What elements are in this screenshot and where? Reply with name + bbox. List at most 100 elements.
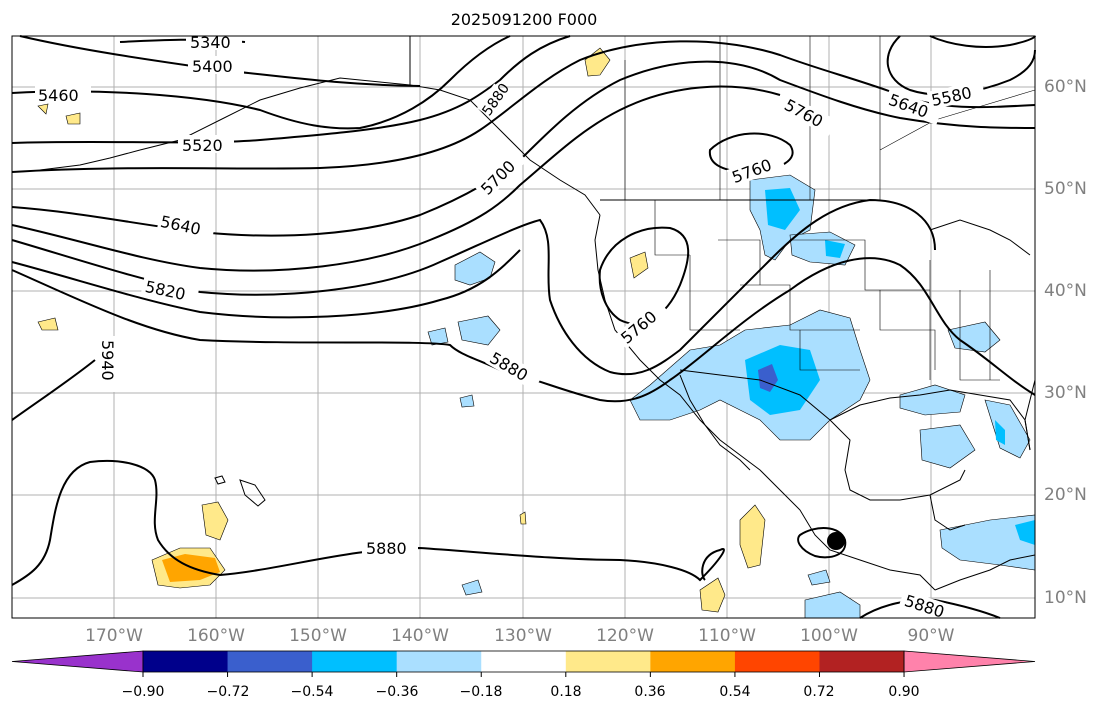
shade-southwest-blue: [745, 345, 820, 415]
colorbar-tick-label: 0.72: [803, 684, 835, 700]
shade-pac1-light: [454, 251, 496, 286]
contour-label: 5400: [192, 57, 233, 76]
shade-florida-blue: [995, 420, 1005, 445]
contour-label: 5640: [159, 212, 203, 239]
lon-label-100: 100°W: [800, 626, 858, 646]
contour-5760-b: [708, 132, 794, 174]
lon-label-140: 140°W: [391, 626, 449, 646]
contour-label: 5880: [486, 348, 531, 385]
colorbar: [11, 650, 1036, 677]
shade-small-yellow: [519, 511, 527, 525]
lon-label-120: 120°W: [596, 626, 654, 646]
colorbar-segment: [227, 651, 313, 672]
shade-pac2-light: [457, 315, 501, 346]
yucatan: [929, 494, 966, 531]
lat-label-30: 30°N: [1044, 383, 1087, 403]
hawaii-2: [214, 475, 226, 485]
contour-5760-ne: [929, 35, 1036, 48]
colorbar-segment: [819, 651, 905, 672]
colorbar-tick-label: −0.36: [375, 684, 419, 700]
shade-pac4-light: [459, 394, 475, 408]
lon-label-170: 170°W: [85, 626, 143, 646]
colorbar-segment: [565, 651, 651, 672]
contour-5760-c: [598, 226, 690, 325]
contour-label: 5940: [98, 340, 117, 381]
contour-label: 5460: [38, 86, 79, 105]
gulf-coast: [829, 419, 966, 501]
contour-5880: [11, 257, 1036, 403]
colorbar-segment: [734, 651, 820, 672]
colorbar-tick-label: 0.36: [634, 684, 666, 700]
shade-ohio-light: [947, 321, 1001, 353]
shade-caribbean-blue: [1015, 520, 1035, 545]
contour-label: 5880: [902, 591, 947, 622]
coastlines: [39, 36, 1036, 591]
lat-label-60: 60°N: [1044, 77, 1087, 97]
colorbar-tick-label: 0.18: [550, 684, 582, 700]
shade-pac3-light: [427, 327, 449, 346]
contour-5880-c: [797, 527, 847, 559]
contour-label: 5340: [190, 33, 231, 52]
aleutians: [39, 149, 141, 171]
map-title: 2025091200 F000: [450, 10, 598, 29]
gulf-north: [829, 389, 1031, 451]
hawaii-1: [239, 479, 266, 507]
shade-plains-light: [789, 231, 856, 266]
colorbar-outline: [142, 650, 905, 673]
shade-gulf2-light: [919, 424, 976, 469]
contour-5940: [11, 359, 96, 421]
height-contours: [11, 35, 1036, 619]
shade-nw-yellow: [37, 103, 49, 115]
shade-mexpac-yellow: [739, 504, 766, 569]
shade-rockies-blue: [765, 188, 800, 230]
shaded-regions: [37, 47, 1036, 619]
contour-5700: [11, 85, 781, 272]
shade-florida-light: [984, 399, 1031, 459]
baja: [679, 374, 751, 471]
alaska-coast: [409, 36, 601, 216]
lon-label-90: 90°W: [907, 626, 955, 646]
shade-pac5-light: [461, 579, 483, 596]
central-america: [934, 554, 1036, 591]
shade-nw2-yellow: [65, 112, 81, 125]
lon-label-110: 110°W: [698, 626, 756, 646]
shade-mexpac2-yellow: [699, 577, 726, 613]
colorbar-tick-label: −0.90: [121, 684, 165, 700]
colorbar-extend-high: [903, 650, 1036, 673]
contour-5880-b: [11, 459, 725, 586]
lon-label-160: 160°W: [187, 626, 245, 646]
grid-lines: [12, 36, 1035, 618]
contour-label: 5520: [182, 136, 223, 155]
shade-caribbean-light: [939, 514, 1036, 571]
colorbar-segment: [143, 651, 229, 672]
colorbar-tick-label: −0.18: [459, 684, 503, 700]
colorbar-tick-label: −0.54: [290, 684, 334, 700]
colorbar-extend-low: [11, 650, 144, 673]
contour-5460: [11, 35, 511, 130]
colorbar-segment: [650, 651, 736, 672]
shade-or-yellow: [629, 251, 649, 279]
lat-label-40: 40°N: [1044, 281, 1087, 301]
us-mex-border: [679, 369, 831, 421]
colorbar-tick-label: 0.90: [888, 684, 920, 700]
contour-label: 5880: [366, 539, 407, 558]
colorbar-segments: [11, 650, 1036, 673]
map-plot: 5340 5400 5460 5520 5640 5820 5940 5880 …: [11, 33, 1036, 622]
shade-hi2-yellow: [201, 501, 229, 541]
lat-label-10: 10°N: [1044, 588, 1087, 608]
colorbar-segment: [312, 651, 398, 672]
great-lakes: [929, 219, 1031, 256]
shade-w-yellow: [37, 317, 59, 331]
colorbar-segment: [396, 651, 482, 672]
colorbar-tick-label: 0.54: [719, 684, 751, 700]
contour-5820: [11, 249, 521, 319]
colorbar-tick-label: −0.72: [206, 684, 250, 700]
lat-label-20: 20°N: [1044, 485, 1087, 505]
shade-gulf-light: [899, 384, 966, 416]
shade-mex-light: [804, 591, 861, 619]
storm-marker-dot: [827, 532, 845, 550]
contour-5520: [11, 35, 571, 144]
contour-5760: [11, 198, 936, 376]
lon-label-130: 130°W: [494, 626, 552, 646]
lat-label-50: 50°N: [1044, 179, 1087, 199]
